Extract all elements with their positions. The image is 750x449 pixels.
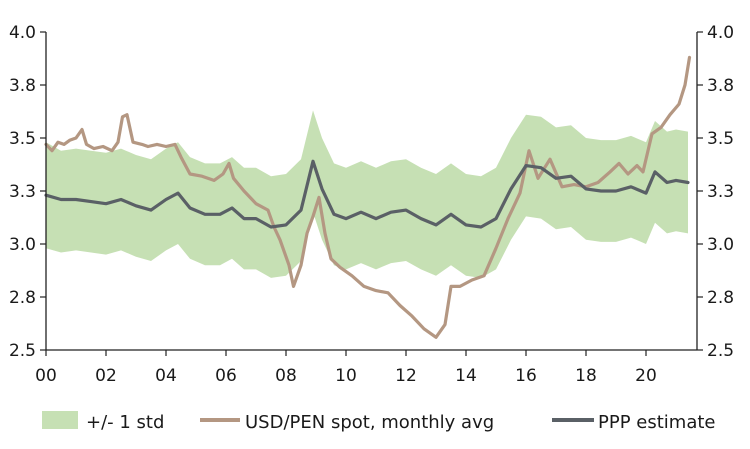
std-band: [46, 110, 688, 278]
y-tick-label-right: 3.8: [707, 76, 734, 96]
y-tick-label-left: 3.5: [9, 129, 36, 149]
y-tick-label-left: 3.8: [9, 76, 36, 96]
y-tick-label-left: 4.0: [9, 23, 36, 43]
y-tick-label-left: 2.5: [9, 341, 36, 361]
ppp-series-line: [44, 159, 690, 229]
x-tick-label: 00: [35, 366, 57, 386]
tick-labels-layer: 00 02 04 06 08 10 12 14 16 18 20 2.5 2.5 2.8 2.8 3.0 3.0…: [9, 23, 734, 386]
legend-label-ppp: PPP estimate: [598, 412, 716, 433]
x-tick-label: 12: [395, 366, 417, 386]
x-tick-label: 10: [335, 366, 357, 386]
x-tick-label: 20: [635, 366, 657, 386]
legend: +/- 1 std USD/PEN spot, monthly avg PPP …: [42, 411, 716, 433]
y-tick-label-right: 3.3: [707, 182, 734, 202]
y-tick-label-right: 2.5: [707, 341, 734, 361]
y-tick-label-left: 3.0: [9, 235, 36, 255]
x-tick-label: 14: [455, 366, 477, 386]
x-tick-label: 18: [575, 366, 597, 386]
x-tick-label: 08: [275, 366, 297, 386]
legend-swatch-band: [42, 411, 78, 429]
x-tick-label: 02: [95, 366, 117, 386]
legend-label-spot: USD/PEN spot, monthly avg: [245, 412, 494, 433]
y-tick-label-left: 2.8: [9, 288, 36, 308]
x-tick-label: 06: [215, 366, 237, 386]
x-tick-label: 04: [155, 366, 177, 386]
legend-label-band: +/- 1 std: [86, 412, 164, 433]
y-tick-label-right: 4.0: [707, 23, 734, 43]
y-tick-label-right: 2.8: [707, 288, 734, 308]
y-tick-label-right: 3.5: [707, 129, 734, 149]
y-tick-label-left: 3.3: [9, 182, 36, 202]
std-band-layer: [46, 110, 688, 278]
y-tick-label-right: 3.0: [707, 235, 734, 255]
series-lines-layer: [44, 55, 692, 339]
x-tick-label: 16: [515, 366, 537, 386]
